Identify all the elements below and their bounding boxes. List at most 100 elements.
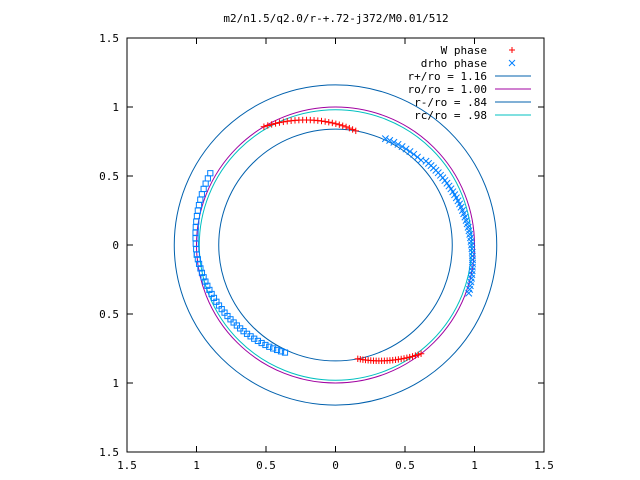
legend-label: W phase [441,44,487,57]
w-phase-point [409,353,416,360]
point-stroke-b [462,216,470,224]
w-phase-point [346,124,353,132]
point-stroke-b [406,147,414,156]
circle-r-1 [196,106,475,384]
w-phase-point [403,354,411,361]
point-stroke-b [467,241,476,249]
drho-square-point [254,337,261,345]
w-phase-point [406,353,413,361]
drho-square-point [198,269,206,276]
w-phase-point [318,117,325,125]
x-tick-label: 1.5 [117,459,137,472]
w-phase-point [329,119,336,127]
w-phase-point [349,126,356,133]
legend-label: rc/ro = .98 [414,109,487,122]
point-stroke-b [468,248,476,256]
point-stroke-b [466,230,474,238]
point-stroke-b [465,289,473,297]
w-phase-point [280,118,287,126]
point-stroke-b [457,203,465,211]
w-phase-point [260,123,268,130]
drho-square-point [194,256,201,263]
drho-square-point [193,251,200,258]
w-phase-point [352,127,359,135]
drho-square-point [195,260,203,267]
point-stroke-b [464,223,472,231]
point-stroke-b [460,210,468,218]
drho-phase-point [394,140,402,148]
point-stroke-b [468,245,476,253]
point-stroke-b [458,206,467,214]
x-tick-label: 1 [471,459,478,472]
drho-square-point [270,345,277,352]
drho-phase-point [381,135,389,143]
drho-square-point [277,348,285,355]
w-phase-point [325,118,332,126]
w-phase-point [412,352,419,359]
w-phase-point [400,355,408,362]
point-stroke-b [466,234,475,242]
x-tick-label: 0 [332,459,339,472]
y-tick-label: 1.5 [99,32,119,45]
point-stroke-b [443,179,451,187]
y-tick-label: 1 [112,377,119,390]
drho-phase-point [390,138,398,146]
point-stroke-b [449,188,457,196]
w-phase-point [264,122,271,129]
drho-square-point [202,278,209,285]
y-tick-label: 0 [112,239,119,252]
drho-square-point [197,265,204,272]
drho-square-point [227,316,234,323]
drho-square-point [266,343,273,350]
circle-r-1-16 [173,84,498,406]
x-tick-label: 1.5 [534,459,554,472]
drho-square-point [281,349,289,356]
drho-square-point [200,274,207,281]
point-stroke-b [447,185,455,193]
w-phase-point [417,350,425,357]
point-stroke-b [467,237,475,246]
point-stroke-b [454,197,462,205]
drho-square-point [273,346,281,354]
point-stroke-b [402,145,410,153]
w-phase-point [342,123,350,131]
legend-x-b [508,59,516,67]
drho-phase-point [398,143,406,151]
point-stroke-b [381,135,389,143]
w-phase-point [397,355,405,363]
legend-label: r+/ro = 1.16 [408,70,487,83]
drho-phase-point [465,289,473,297]
w-phase-point [268,121,275,128]
point-stroke-b [386,136,394,144]
data-points [192,116,477,365]
drho-phase-point [402,145,410,153]
w-phase-point [339,122,346,129]
point-stroke-b [398,143,406,151]
point-stroke-b [452,194,460,202]
w-phase-point [336,121,343,128]
point-stroke-b [390,138,398,146]
drho-phase-point [386,136,394,144]
point-stroke-b [451,191,459,199]
drho-phase-point [406,147,414,156]
point-stroke-b [410,150,418,158]
w-phase-point [332,120,340,127]
axis-ticks: 1.5 1 0.5 0 0.5 1 1.51.510.500.511.5 [99,32,554,472]
x-tick-label: 1 [193,459,200,472]
point-stroke-b [445,182,453,190]
x-tick-label: 0.5 [395,459,415,472]
point-stroke-b [394,140,402,148]
y-tick-label: 1 [112,101,119,114]
drho-square-point [204,282,211,289]
legend-label: ro/ro = 1.00 [408,83,487,96]
chart-title: m2/n1.5/q2.0/r-+.72-j372/M0.01/512 [223,12,448,25]
point-stroke-b [456,200,464,208]
point-stroke-b [413,153,421,161]
circle-r-0-84 [218,128,453,362]
legend-label: drho phase [421,57,487,70]
drho-square-point [262,341,269,349]
legend-label: r-/ro = .84 [414,96,487,109]
y-tick-label: 1.5 [99,446,119,459]
